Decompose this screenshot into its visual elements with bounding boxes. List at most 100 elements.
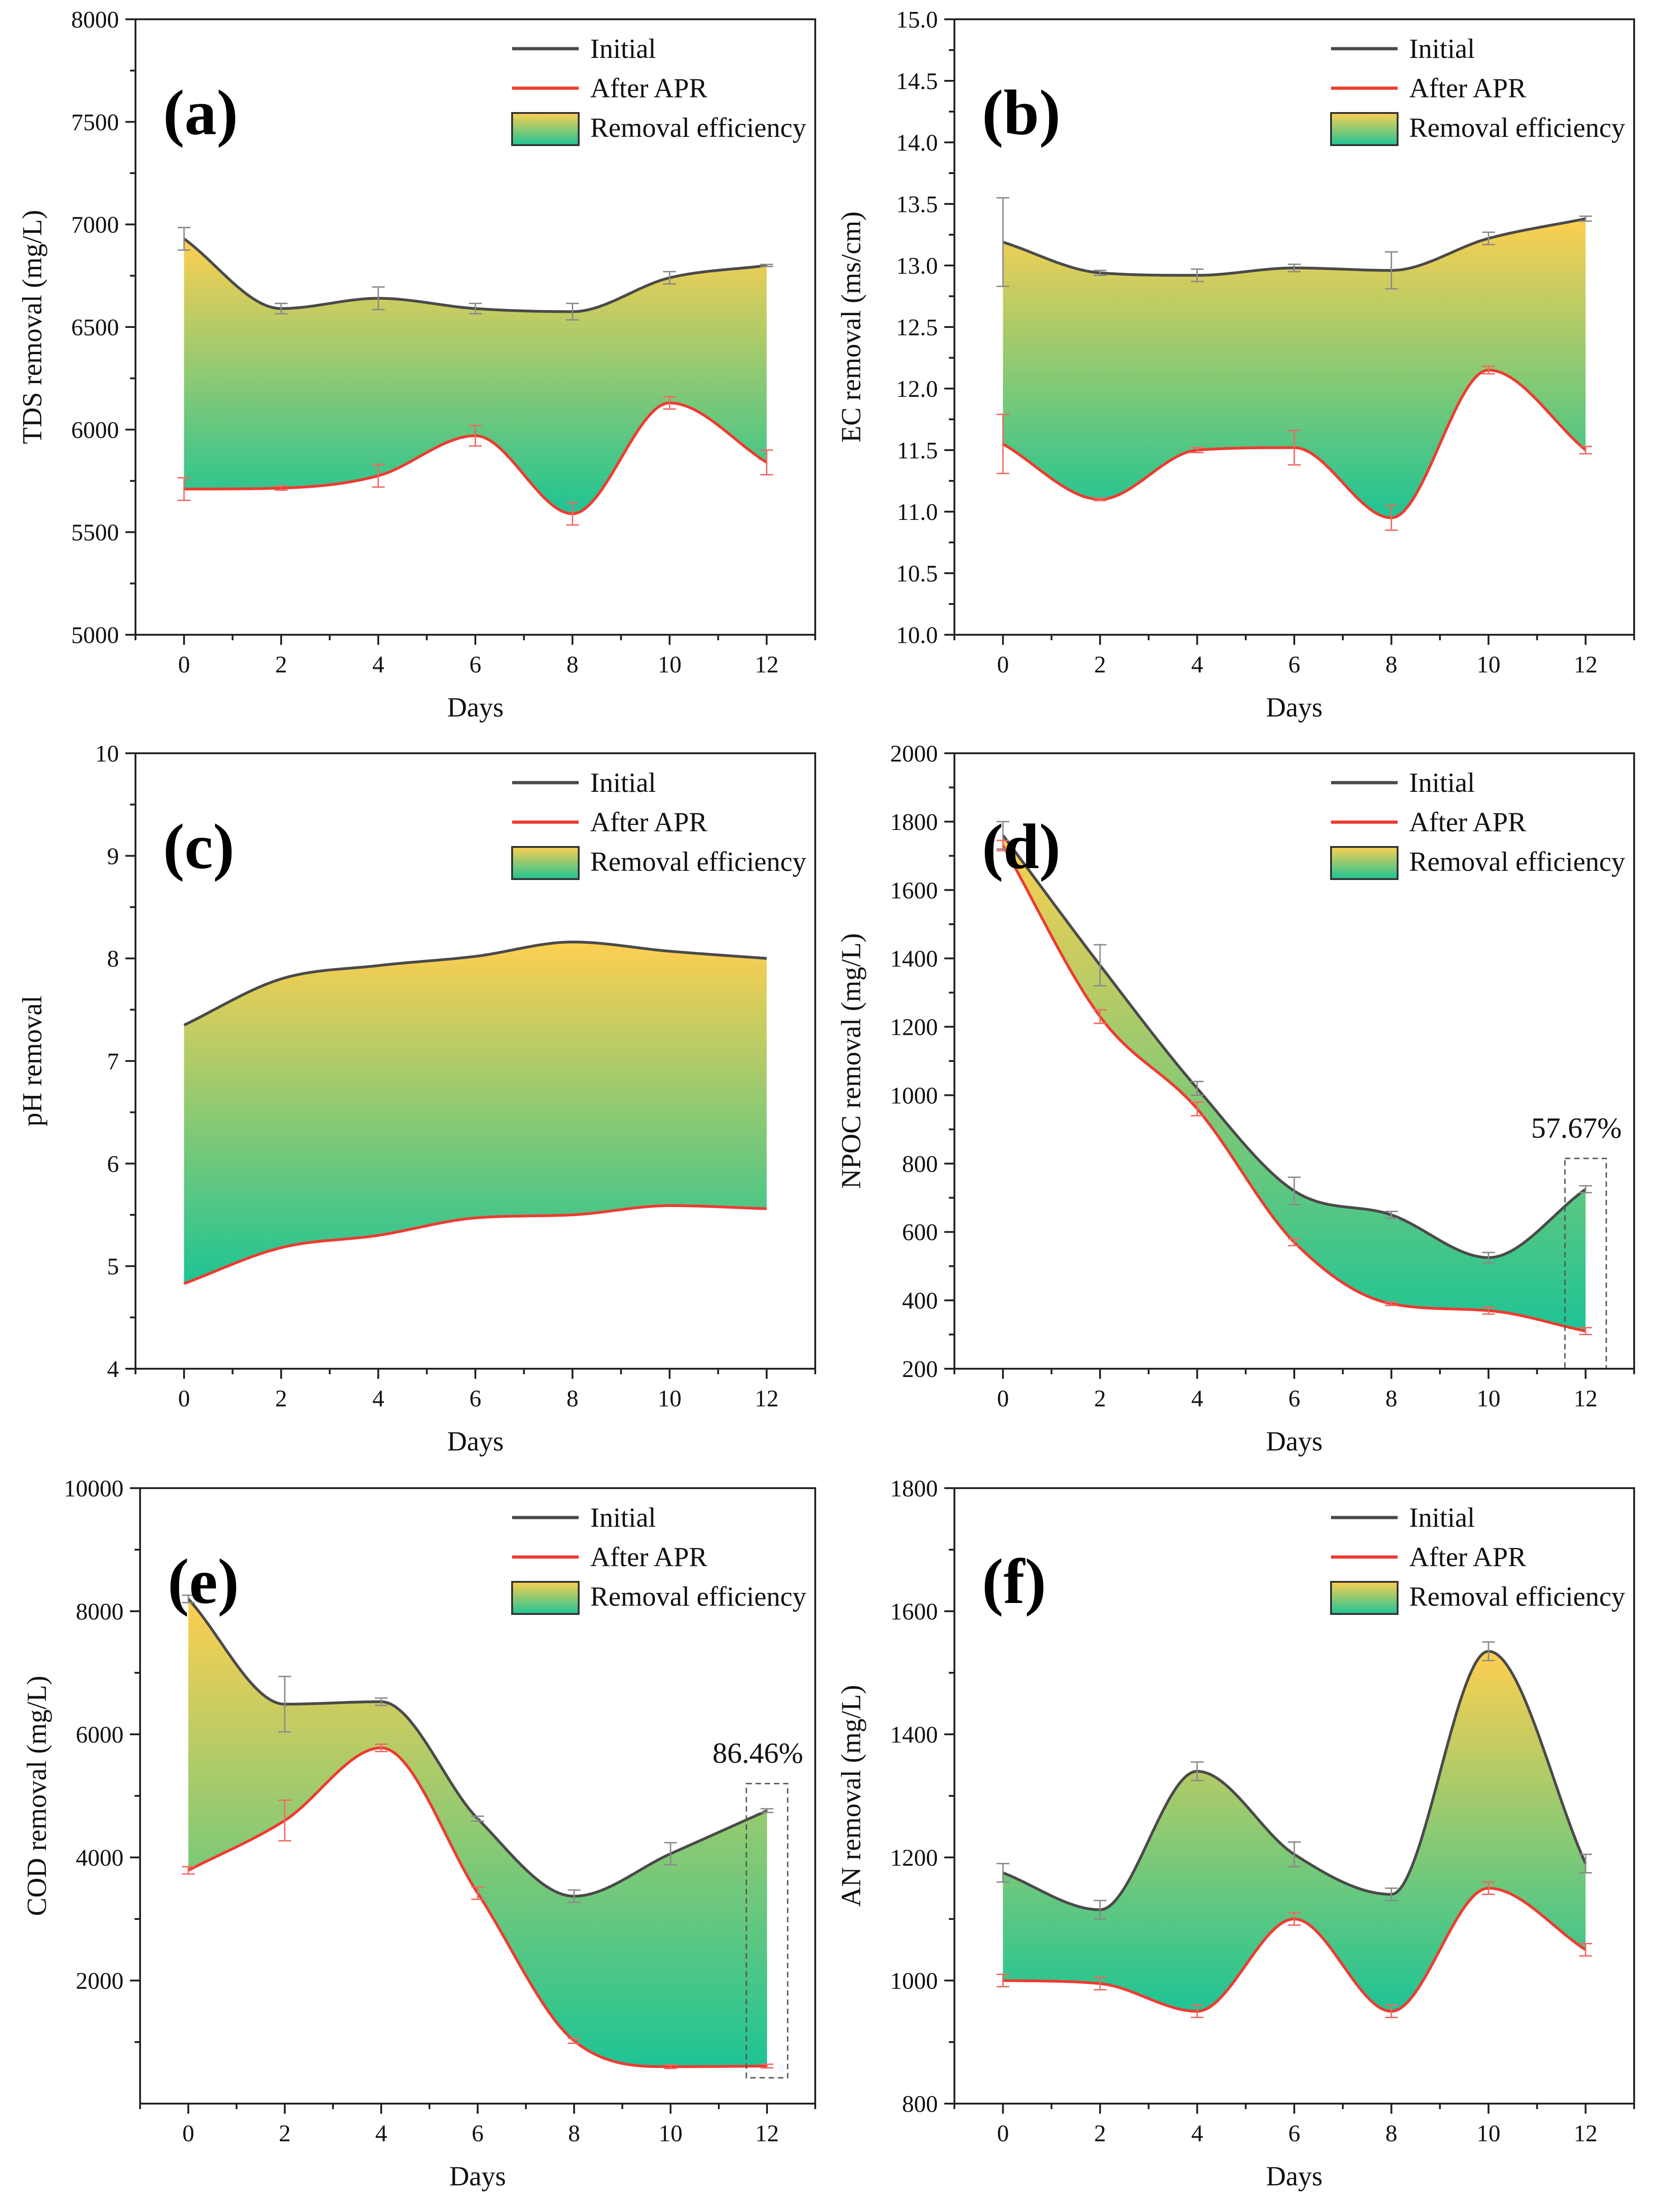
- x-tick-label: 10: [659, 2121, 683, 2147]
- y-tick-label: 6000: [76, 1722, 124, 1748]
- y-tick-label: 10.5: [896, 561, 938, 587]
- y-axis-label: COD removal (mg/L): [22, 1676, 52, 1916]
- y-tick-label: 12.5: [896, 315, 938, 341]
- after-apr-error-bar: [375, 1743, 388, 1753]
- after-apr-error-bar: [568, 2037, 581, 2044]
- legend-swatch: [511, 1581, 580, 1615]
- legend-label: Initial: [590, 767, 656, 798]
- y-tick-label: 14.0: [896, 130, 938, 156]
- x-tick-label: 0: [182, 2121, 194, 2147]
- y-tick-label: 5500: [71, 520, 119, 546]
- legend-swatch: [1330, 1581, 1399, 1615]
- panel-letter: (c): [163, 811, 234, 882]
- after-apr-error-bar: [663, 396, 676, 410]
- after-apr-error-bar: [761, 2063, 773, 2069]
- legend-label: Initial: [1409, 767, 1475, 798]
- legend: Initial After APR Removal efficiency: [511, 1502, 806, 1615]
- y-tick-label: 1800: [890, 809, 938, 835]
- x-tick-label: 8: [1385, 652, 1397, 678]
- legend-label: Initial: [1409, 1502, 1475, 1533]
- legend-label: Removal efficiency: [1409, 1581, 1625, 1612]
- initial-error-bar: [568, 1889, 581, 1903]
- initial-error-bar: [372, 286, 385, 310]
- initial-error-bar: [1094, 270, 1107, 276]
- legend-label: After APR: [1409, 807, 1526, 837]
- x-tick-label: 12: [1574, 1386, 1597, 1412]
- initial-error-bar: [1288, 263, 1301, 272]
- initial-error-bar: [996, 1862, 1010, 1883]
- after-apr-error-bar: [1190, 2004, 1204, 2018]
- y-tick-label: 1000: [890, 1083, 938, 1109]
- initial-error-bar: [278, 1676, 291, 1733]
- after-apr-error-bar: [177, 477, 191, 501]
- y-tick-label: 15.0: [896, 7, 938, 33]
- x-tick-label: 6: [1288, 2121, 1300, 2147]
- x-axis-label: Days: [447, 1426, 503, 1456]
- y-tick-label: 8000: [71, 7, 119, 33]
- x-tick-label: 4: [1191, 2121, 1203, 2147]
- after-apr-error-bar: [760, 449, 773, 476]
- initial-error-bar: [177, 226, 191, 251]
- y-axis-label: AN removal (mg/L): [836, 1685, 866, 1907]
- y-tick-label: 7: [107, 1049, 119, 1075]
- x-tick-label: 0: [178, 1386, 190, 1412]
- x-tick-label: 4: [372, 1386, 384, 1412]
- x-tick-label: 8: [566, 652, 578, 678]
- removal-efficiency-area: [1003, 1651, 1586, 2011]
- y-tick-label: 6: [107, 1151, 119, 1177]
- x-tick-label: 2: [275, 652, 287, 678]
- after-apr-error-bar: [996, 840, 1010, 852]
- initial-error-bar: [1288, 1841, 1301, 1868]
- legend: Initial After APR Removal efficiency: [1330, 34, 1625, 146]
- initial-error-bar: [1482, 1252, 1495, 1264]
- legend-label: Removal efficiency: [590, 846, 806, 877]
- panel-d: 57.67% 0 2 4 6 8 10 12 200 400 600 800 1000 1200 1400 1…: [836, 741, 1635, 1456]
- initial-error-bar: [760, 264, 773, 267]
- legend-item-initial: Initial: [512, 767, 656, 798]
- initial-error-bar: [761, 1808, 773, 1813]
- after-apr-error-bar: [664, 2064, 677, 2070]
- legend-swatch: [1330, 846, 1399, 880]
- x-tick-label: 4: [375, 2121, 387, 2147]
- x-tick-label: 2: [1094, 652, 1106, 678]
- legend-item-initial: Initial: [512, 1502, 656, 1533]
- x-tick-label: 8: [1385, 1386, 1397, 1412]
- initial-error-bar: [996, 197, 1010, 288]
- initial-error-bar: [1190, 1761, 1204, 1781]
- y-tick-label: 10000: [64, 1476, 124, 1502]
- y-tick-label: 7000: [71, 212, 119, 238]
- initial-error-bar: [1579, 1185, 1592, 1194]
- after-apr-error-bar: [1385, 1301, 1398, 1306]
- initial-line: [183, 940, 767, 1027]
- x-tick-label: 12: [1574, 652, 1597, 678]
- x-tick-label: 4: [372, 652, 384, 678]
- x-tick-label: 6: [1288, 1386, 1300, 1412]
- after-apr-error-bar: [566, 502, 579, 526]
- legend-item-initial: Initial: [1331, 767, 1475, 798]
- x-tick-label: 10: [658, 652, 682, 678]
- legend: Initial After APR Removal efficiency: [1330, 767, 1625, 880]
- x-tick-label: 8: [568, 2121, 580, 2147]
- x-tick-label: 2: [1094, 1386, 1106, 1412]
- legend-item-removal: Removal efficiency: [511, 846, 806, 880]
- initial-error-bar: [1190, 268, 1204, 282]
- x-axis-label: Days: [449, 2161, 506, 2191]
- initial-error-bar: [1385, 251, 1398, 290]
- y-tick-label: 600: [902, 1219, 938, 1246]
- x-tick-label: 4: [1191, 1386, 1203, 1412]
- after-apr-error-bar: [1288, 429, 1301, 466]
- legend: Initial After APR Removal efficiency: [511, 767, 806, 880]
- initial-error-bar: [469, 303, 482, 315]
- y-tick-label: 1000: [890, 1968, 938, 1994]
- initial-error-bar: [471, 1815, 484, 1822]
- removal-efficiency-area: [1003, 835, 1586, 1332]
- after-apr-error-bar: [1190, 447, 1204, 453]
- y-tick-label: 8000: [76, 1599, 124, 1625]
- y-axis-label: pH removal: [17, 996, 47, 1127]
- legend-label: After APR: [1409, 1542, 1526, 1572]
- x-tick-label: 2: [1094, 2121, 1106, 2147]
- initial-error-bar: [1094, 1900, 1107, 1920]
- x-tick-label: 12: [755, 652, 778, 678]
